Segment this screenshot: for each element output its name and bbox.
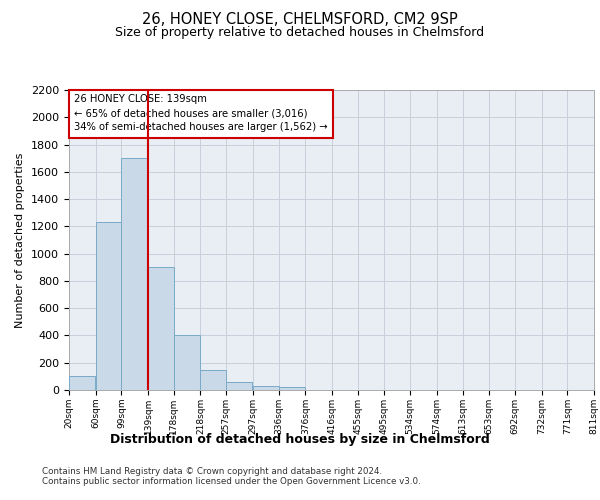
Text: Contains HM Land Registry data © Crown copyright and database right 2024.: Contains HM Land Registry data © Crown c… xyxy=(42,467,382,476)
Bar xyxy=(226,382,252,390)
Bar xyxy=(95,222,121,390)
Bar xyxy=(200,370,226,390)
Text: Distribution of detached houses by size in Chelmsford: Distribution of detached houses by size … xyxy=(110,432,490,446)
Text: 26, HONEY CLOSE, CHELMSFORD, CM2 9SP: 26, HONEY CLOSE, CHELMSFORD, CM2 9SP xyxy=(142,12,458,28)
Text: 26 HONEY CLOSE: 139sqm
← 65% of detached houses are smaller (3,016)
34% of semi-: 26 HONEY CLOSE: 139sqm ← 65% of detached… xyxy=(74,94,328,132)
Bar xyxy=(279,388,305,390)
Bar xyxy=(253,386,279,390)
Bar xyxy=(69,376,95,390)
Text: Size of property relative to detached houses in Chelmsford: Size of property relative to detached ho… xyxy=(115,26,485,39)
Y-axis label: Number of detached properties: Number of detached properties xyxy=(16,152,25,328)
Text: Contains public sector information licensed under the Open Government Licence v3: Contains public sector information licen… xyxy=(42,477,421,486)
Bar xyxy=(121,158,148,390)
Bar xyxy=(174,336,200,390)
Bar xyxy=(148,268,174,390)
